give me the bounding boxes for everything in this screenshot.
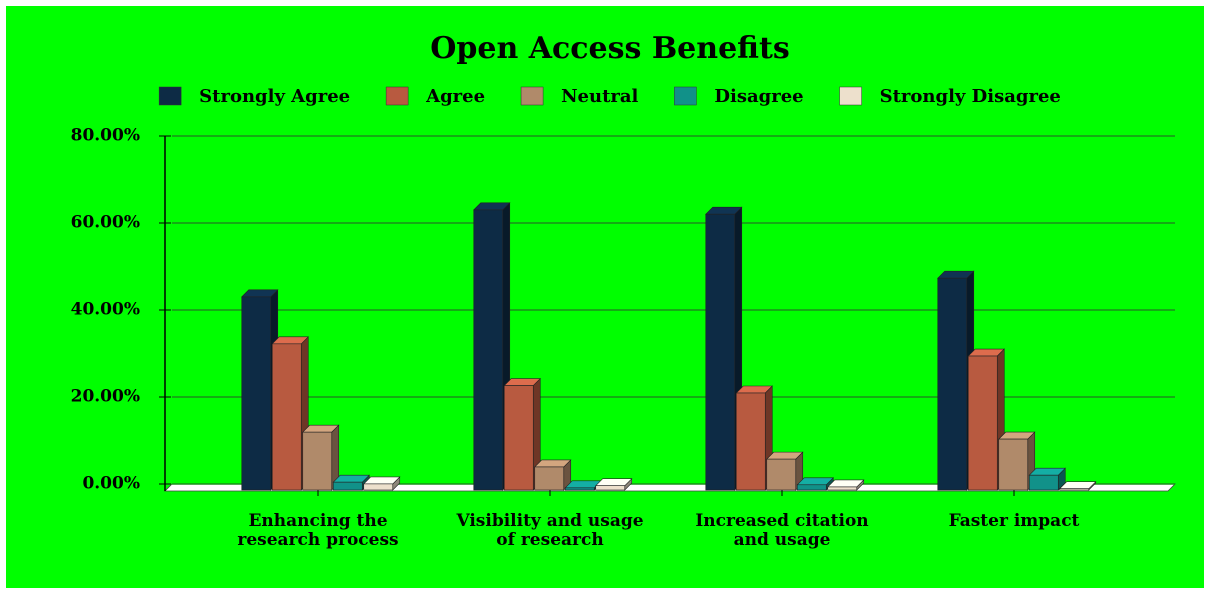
bar [937,270,975,491]
bar [827,479,865,491]
legend-label: Neutral [561,86,638,107]
x-tick-label: Increased citation and usage [695,511,869,550]
bar [766,451,804,491]
bar [1059,480,1097,491]
bar-front [967,355,998,491]
bar-front [998,438,1029,491]
legend-swatch [385,86,409,106]
y-tick-label: 80.00% [71,126,140,146]
chart-title: Open Access Benefits [430,31,789,66]
bar [967,348,1005,491]
bar-front [302,431,333,491]
bar-front [363,483,394,491]
x-tick-label: Enhancing the research process [237,511,399,550]
bar-front [271,343,302,491]
bar-front [564,487,595,491]
x-tick-label: Visibility and usage of research [456,511,644,550]
bar-front [332,481,363,491]
bar-front [705,213,736,491]
bar [241,289,279,491]
legend-label: Disagree [714,86,803,107]
bar-front [534,466,565,491]
bar-front [735,392,766,491]
legend-swatch [674,86,697,106]
y-tick-label: 0.00% [82,474,140,494]
bar-front [473,209,504,491]
bar-front [766,458,797,491]
bar-front [503,385,534,491]
y-tick-label: 40.00% [71,300,140,320]
bar-front [827,486,858,491]
y-tick-label: 60.00% [71,213,140,233]
legend: Strongly Agree Agree Neutral Disagree Strong… [158,86,1061,107]
bar-front [595,485,626,491]
bar-front [1028,474,1059,491]
bar-front [937,277,968,491]
legend-swatch [520,86,544,106]
legend-swatch [158,86,182,106]
x-tick-label: Faster impact [948,511,1080,531]
bar [302,424,340,491]
legend-label: Agree [425,86,485,107]
y-tick-label: 20.00% [71,387,140,407]
bar [1028,467,1066,491]
bar [503,377,541,491]
bar [595,477,633,491]
bar-front [1059,488,1090,491]
legend-label: Strongly Agree [199,86,350,107]
bar [796,477,834,491]
bar-front [796,484,827,491]
legend-swatch [839,86,862,106]
bar [363,476,401,491]
bar-front [241,296,272,491]
legend-label: Strongly Disagree [880,86,1061,107]
bar [534,459,572,491]
